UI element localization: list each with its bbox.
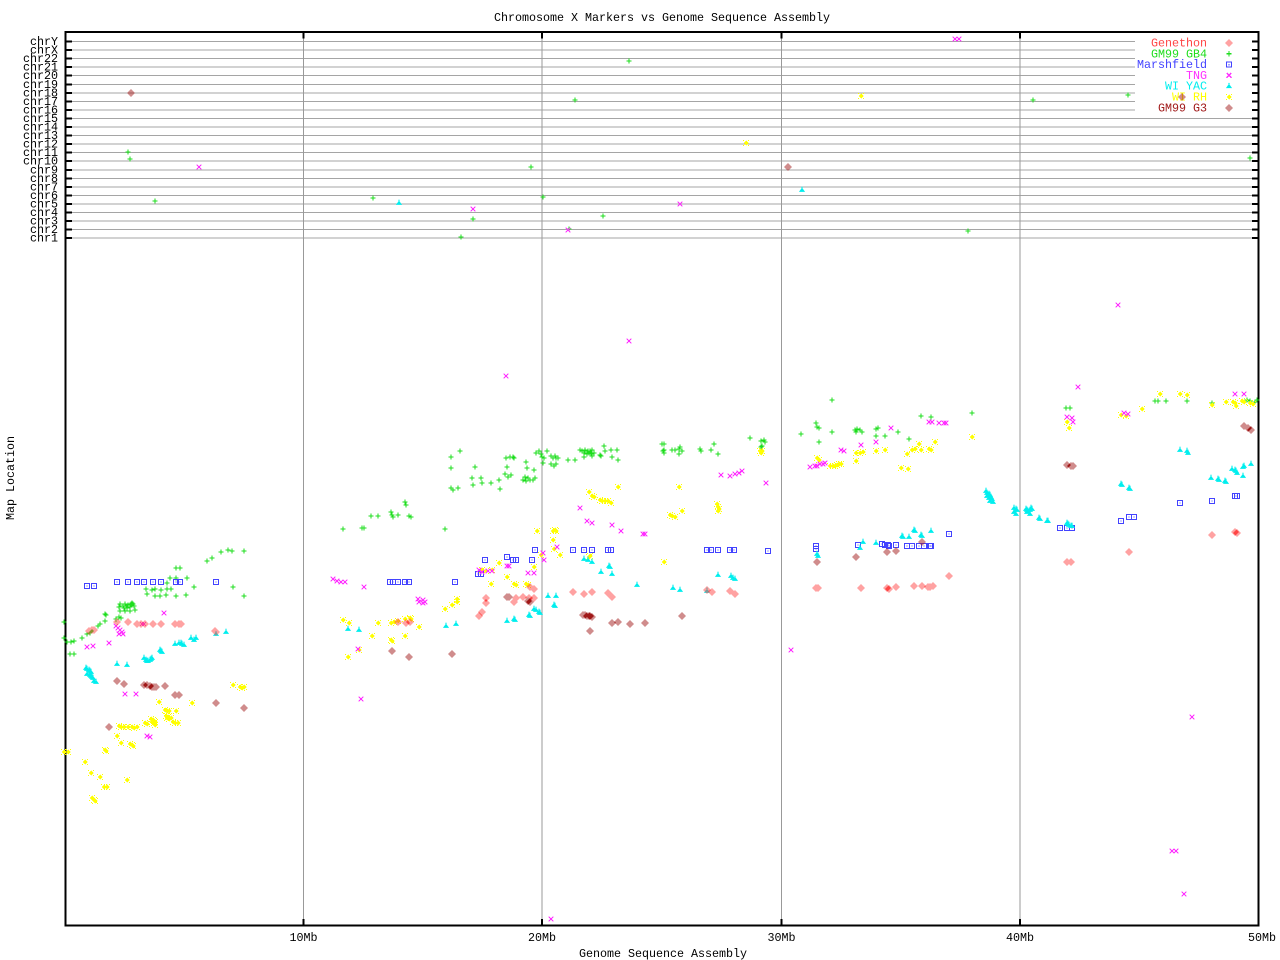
svg-text:40Mb: 40Mb (1006, 931, 1034, 945)
svg-text:chr15: chr15 (23, 112, 58, 126)
svg-text:chr19: chr19 (23, 78, 58, 92)
svg-text:chrY: chrY (30, 35, 58, 49)
svg-text:chr3: chr3 (30, 215, 58, 229)
svg-text:chr16: chr16 (23, 103, 58, 117)
svg-text:Map Location: Map Location (4, 436, 18, 520)
svg-text:TNG: TNG (1186, 69, 1207, 83)
svg-text:chr8: chr8 (30, 172, 58, 186)
svg-text:WI RH: WI RH (1172, 91, 1207, 105)
svg-text:chrX: chrX (30, 44, 58, 58)
svg-text:GM99 G3: GM99 G3 (1158, 101, 1207, 115)
svg-text:chr2: chr2 (30, 223, 58, 237)
svg-text:chr17: chr17 (23, 95, 58, 109)
svg-text:chr13: chr13 (23, 129, 58, 143)
svg-text:Chromosome X Markers vs Genome: Chromosome X Markers vs Genome Sequence … (494, 11, 830, 25)
svg-text:chr21: chr21 (23, 61, 58, 75)
svg-text:10Mb: 10Mb (290, 931, 318, 945)
svg-text:chr4: chr4 (30, 206, 58, 220)
svg-text:GM99 GB4: GM99 GB4 (1151, 47, 1207, 61)
svg-text:20Mb: 20Mb (528, 931, 556, 945)
svg-text:Genome Sequence Assembly: Genome Sequence Assembly (579, 947, 747, 960)
svg-text:chr20: chr20 (23, 69, 58, 83)
svg-text:chr18: chr18 (23, 86, 58, 100)
svg-text:chr7: chr7 (30, 180, 58, 194)
svg-text:chr9: chr9 (30, 163, 58, 177)
svg-text:chr22: chr22 (23, 52, 58, 66)
svg-text:chr11: chr11 (23, 146, 58, 160)
svg-text:chr5: chr5 (30, 198, 58, 212)
svg-text:WI YAC: WI YAC (1165, 80, 1207, 94)
svg-text:chr6: chr6 (30, 189, 58, 203)
svg-text:30Mb: 30Mb (768, 931, 796, 945)
svg-text:Marshfield: Marshfield (1137, 58, 1207, 72)
svg-text:chr14: chr14 (23, 121, 58, 135)
svg-text:chr1: chr1 (30, 232, 58, 246)
svg-text:chr10: chr10 (23, 155, 58, 169)
svg-text:Genethon: Genethon (1151, 37, 1207, 51)
svg-text:chr12: chr12 (23, 138, 58, 152)
svg-text:50Mb: 50Mb (1248, 931, 1276, 945)
